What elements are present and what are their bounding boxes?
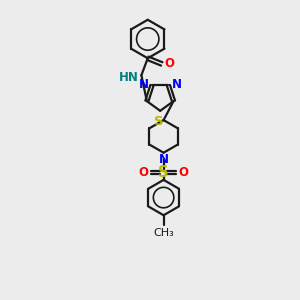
Text: O: O bbox=[138, 166, 148, 179]
Text: N: N bbox=[172, 78, 182, 91]
Text: CH₃: CH₃ bbox=[153, 228, 174, 238]
Text: N: N bbox=[159, 153, 169, 166]
Text: S: S bbox=[158, 165, 169, 180]
Text: N: N bbox=[139, 78, 148, 91]
Text: HN: HN bbox=[119, 70, 139, 84]
Text: S: S bbox=[154, 115, 164, 128]
Text: O: O bbox=[179, 166, 189, 179]
Text: O: O bbox=[164, 57, 175, 70]
